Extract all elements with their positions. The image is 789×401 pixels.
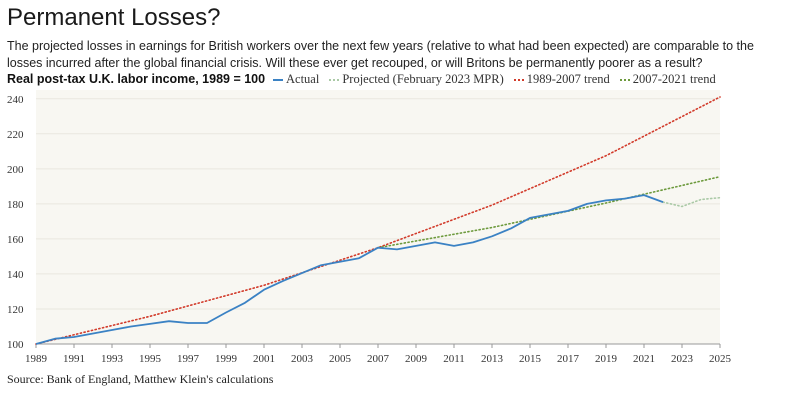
- legend-swatch-trend-1989-2007: [513, 78, 524, 81]
- x-tick-label: 2005: [329, 353, 352, 365]
- legend-item-trend-1989-2007: 1989-2007 trend: [513, 72, 610, 87]
- chart-title: Permanent Losses?: [7, 4, 221, 31]
- x-tick-label: 2017: [557, 353, 580, 365]
- x-tick-label: 2001: [253, 353, 275, 365]
- y-axis-label: Real post-tax U.K. labor income, 1989 = …: [7, 72, 266, 86]
- x-tick-label: 2003: [291, 353, 314, 365]
- legend-label-actual: Actual: [286, 72, 320, 86]
- legend-item-trend-2007-2021: 2007-2021 trend: [619, 72, 716, 87]
- series-line-1989-2007-trend: [35, 96, 721, 345]
- legend-label-trend-2007-2021: 2007-2021 trend: [632, 72, 716, 86]
- x-tick-label: 1993: [101, 353, 124, 365]
- legend-label-trend-1989-2007: 1989-2007 trend: [526, 72, 610, 86]
- legend-item-projected: Projected (February 2023 MPR): [329, 72, 504, 87]
- x-tick-label: 2015: [519, 353, 542, 365]
- x-tick-label: 1989: [25, 353, 48, 365]
- x-tick-label: 2019: [595, 353, 618, 365]
- y-tick-label: 100: [7, 339, 24, 351]
- y-tick-label: 200: [7, 164, 24, 176]
- plot-area: [36, 90, 720, 344]
- x-tick-label: 1995: [139, 353, 162, 365]
- x-tick-label: 2007: [367, 353, 390, 365]
- source-note: Source: Bank of England, Matthew Klein's…: [7, 372, 274, 386]
- y-tick-label: 220: [7, 129, 24, 141]
- legend-item-actual: Actual: [273, 72, 319, 87]
- series-line-projected-february-2023-mpr: [662, 196, 721, 208]
- chart-legend: Actual Projected (February 2023 MPR) 198…: [273, 72, 716, 87]
- legend-swatch-actual: [273, 78, 283, 81]
- legend-label-projected: Projected (February 2023 MPR): [342, 72, 504, 86]
- x-tick-label: 1997: [177, 353, 200, 365]
- x-tick-label: 1999: [215, 353, 238, 365]
- x-tick-label: 2011: [443, 353, 465, 365]
- y-tick-label: 240: [7, 94, 24, 106]
- chart-subtitle: The projected losses in earnings for Bri…: [7, 39, 754, 70]
- x-tick-label: 2009: [405, 353, 428, 365]
- x-tick-label: 2021: [633, 353, 655, 365]
- legend-swatch-projected: [329, 78, 340, 81]
- x-tick-label: 2023: [671, 353, 694, 365]
- legend-swatch-trend-2007-2021: [619, 78, 630, 81]
- x-tick-label: 1991: [63, 353, 85, 365]
- y-tick-label: 120: [7, 304, 24, 316]
- x-tick-label: 2013: [481, 353, 504, 365]
- x-tick-label: 2025: [709, 353, 732, 365]
- y-tick-label: 160: [7, 234, 24, 246]
- series-line-actual: [35, 194, 664, 345]
- y-tick-label: 180: [7, 199, 24, 211]
- y-tick-label: 140: [7, 269, 24, 281]
